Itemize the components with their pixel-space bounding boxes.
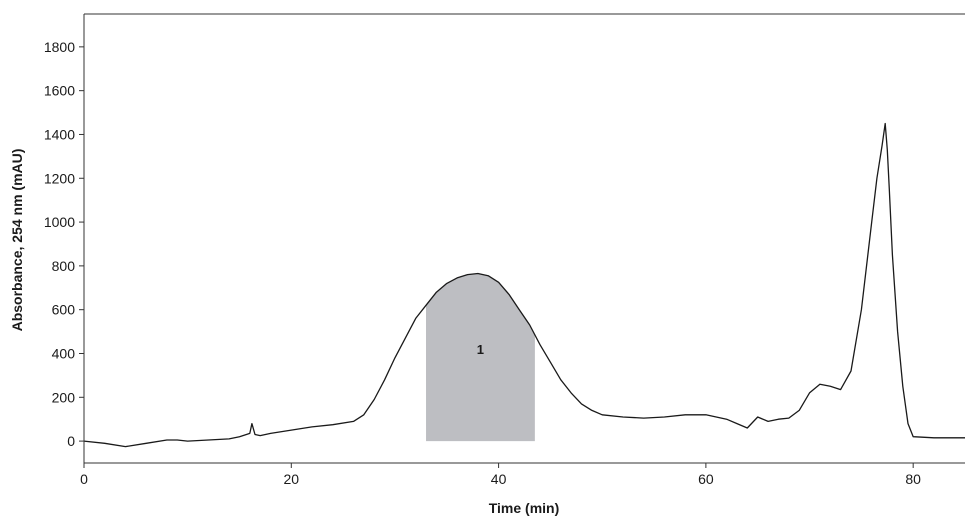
y-tick-label: 600 xyxy=(52,302,76,318)
axes: 0 200 400 600 800 1000 1200 1400 1600 1800 0 20 40 60… xyxy=(44,13,965,487)
y-tick-label: 1200 xyxy=(44,170,75,186)
y-tick-label: 1800 xyxy=(44,39,75,55)
shaded-peak-region-1 xyxy=(426,273,535,442)
x-tick-label: 40 xyxy=(491,471,507,487)
x-tick-label: 60 xyxy=(698,471,714,487)
peak-label: 1 xyxy=(477,342,484,357)
x-axis-title: Time (min) xyxy=(489,500,560,516)
absorbance-trace xyxy=(83,122,965,448)
y-tick-label: 800 xyxy=(52,258,76,274)
y-tick-label: 1000 xyxy=(44,214,75,230)
x-tick-label: 20 xyxy=(284,471,300,487)
y-tick-label: 200 xyxy=(52,389,76,405)
y-tick-label: 1400 xyxy=(44,126,75,142)
y-tick-label: 0 xyxy=(67,433,75,449)
x-tick-label: 0 xyxy=(80,471,88,487)
y-axis-title: Absorbance, 254 nm (mAU) xyxy=(9,149,25,332)
x-tick-label: 80 xyxy=(905,471,921,487)
y-tick-label: 400 xyxy=(52,345,76,361)
plot-area: 1 xyxy=(83,122,965,448)
y-tick-label: 1600 xyxy=(44,83,75,99)
